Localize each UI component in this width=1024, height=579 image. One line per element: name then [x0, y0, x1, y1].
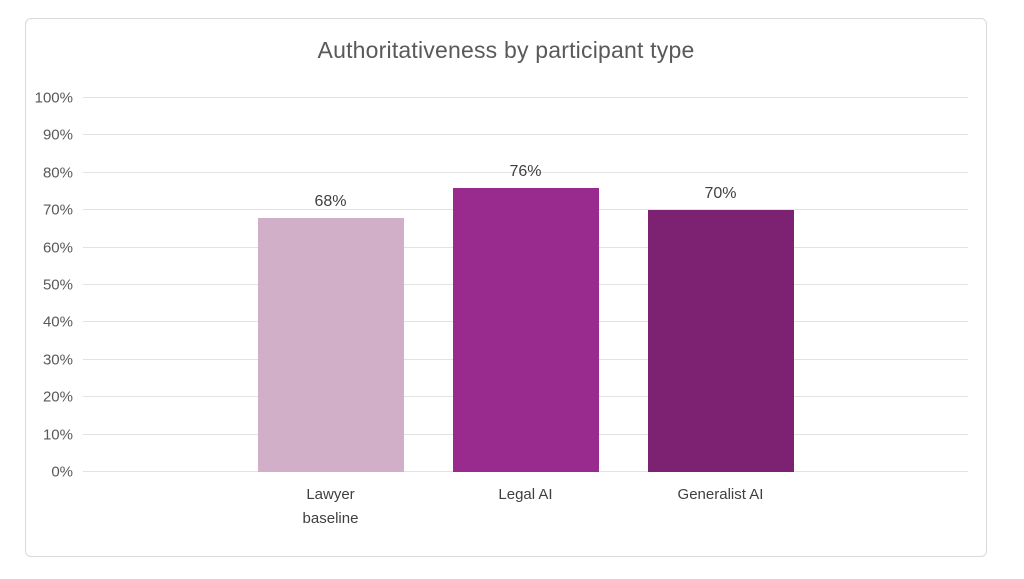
data-label: 70%	[704, 185, 737, 203]
y-axis-tick-label: 10%	[42, 426, 73, 444]
y-axis-tick-label: 20%	[42, 388, 73, 406]
y-axis-tick-label: 60%	[42, 239, 73, 257]
bar-lawyer-baseline: 68%	[257, 193, 404, 472]
data-label: 68%	[314, 192, 347, 210]
gridline-100%	[83, 97, 968, 98]
y-axis-tick-label: 40%	[42, 313, 73, 331]
bar-slot-3: Generalist AI 70%	[647, 98, 794, 503]
bar-slot-1: Lawyer baseline 68%	[257, 98, 404, 527]
y-axis-tick-label: 30%	[42, 351, 73, 369]
y-axis-tick-label: 80%	[42, 164, 73, 182]
bar-slot-2: Legal AI 76%	[452, 98, 599, 503]
plot-area: Lawyer baseline 68% Legal AI 76% Generalist …	[83, 97, 968, 527]
gridline-90%	[83, 134, 968, 136]
x-axis-category-label: Lawyer baseline	[302, 486, 359, 527]
y-axis-tick-label: 50%	[42, 276, 73, 294]
bar-series: Lawyer baseline 68% Legal AI 76% Generalist …	[83, 98, 968, 527]
y-axis-tick-label: 0%	[51, 463, 73, 481]
data-label: 76%	[509, 162, 542, 180]
bar-generalist-ai: 70%	[647, 185, 794, 472]
y-axis-tick-label: 70%	[42, 201, 73, 219]
chart-title: Authoritativeness by participant type	[317, 37, 695, 63]
gridline-80%	[83, 171, 968, 173]
y-axis-tick-label: 90%	[42, 126, 73, 144]
bar-legal-ai: 76%	[452, 163, 599, 472]
y-axis: 0% 10% 20% 30% 40% 50% 60% 70% 80% 90% 100%	[26, 91, 73, 480]
x-axis-category-label: Generalist AI	[677, 486, 764, 503]
chart-frame: Authoritativeness by participant type 0%…	[25, 18, 987, 557]
y-axis-tick-label: 100%	[34, 89, 73, 107]
x-axis-category-label: Legal AI	[498, 486, 553, 503]
